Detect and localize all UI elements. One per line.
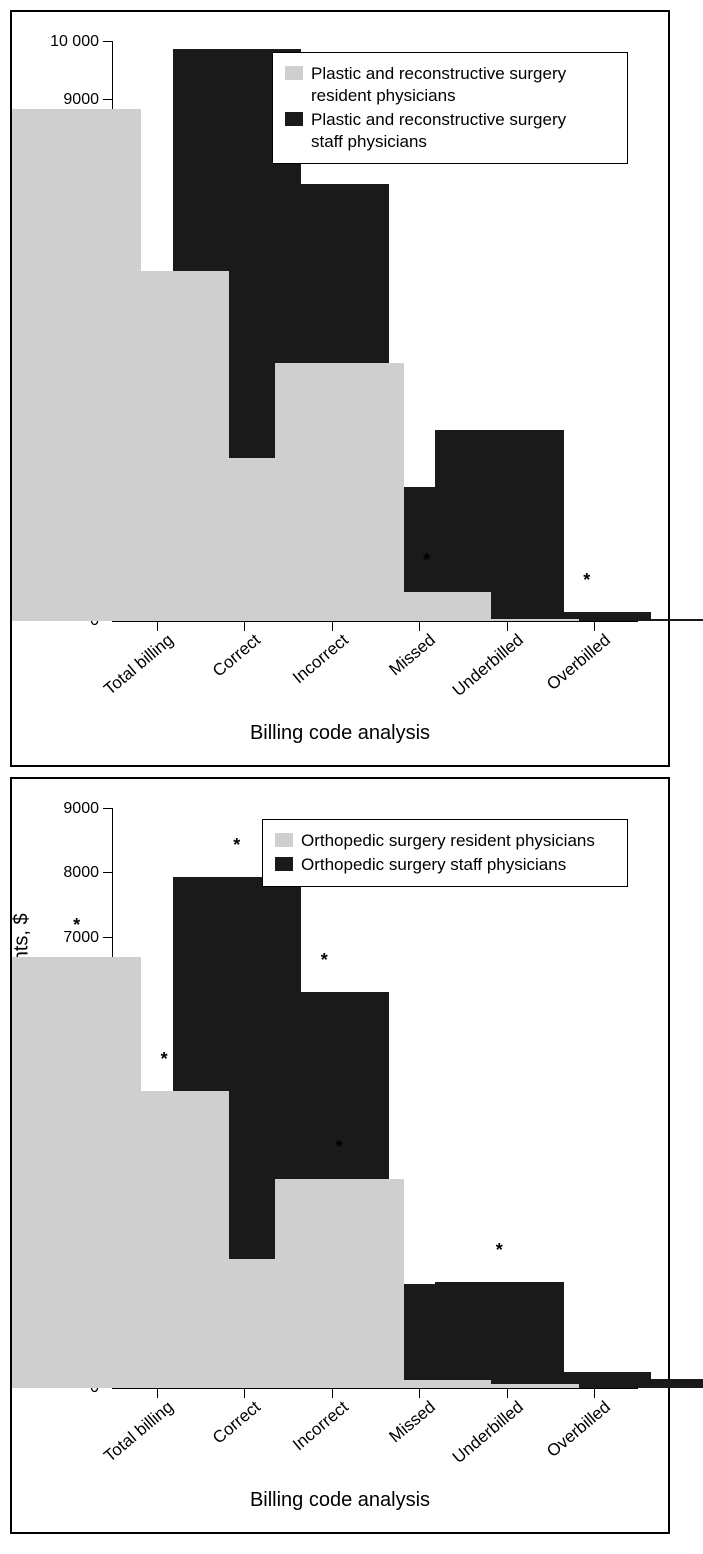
y-tick-label: 7000 bbox=[63, 929, 113, 947]
legend-label: Plastic and reconstructive surgeryreside… bbox=[311, 63, 566, 107]
significance-star: * bbox=[336, 1137, 343, 1158]
legend-item: Plastic and reconstructive surgerystaff … bbox=[285, 109, 615, 153]
y-tick-label: 9000 bbox=[63, 91, 113, 109]
bar bbox=[275, 1179, 404, 1388]
legend: Plastic and reconstructive surgeryreside… bbox=[272, 52, 628, 164]
significance-star: * bbox=[496, 1240, 503, 1261]
significance-star: * bbox=[161, 1049, 168, 1070]
legend-item: Orthopedic surgery resident physicians bbox=[275, 830, 615, 852]
significance-star: * bbox=[233, 835, 240, 856]
x-tick-label: Total billing bbox=[92, 1388, 177, 1467]
bar bbox=[275, 363, 404, 621]
significance-star: * bbox=[321, 950, 328, 971]
x-tick-label: Underbilled bbox=[441, 621, 527, 701]
legend-swatch bbox=[285, 112, 303, 126]
x-tick-label: Overbilled bbox=[536, 621, 615, 695]
x-tick-label: Incorrect bbox=[281, 1388, 352, 1455]
significance-star: * bbox=[423, 550, 430, 571]
y-tick-label: 10 000 bbox=[50, 33, 113, 51]
legend-label: Orthopedic surgery staff physicians bbox=[301, 854, 566, 876]
bar bbox=[610, 1379, 703, 1388]
x-tick-label: Correct bbox=[202, 621, 265, 681]
legend-label: Plastic and reconstructive surgerystaff … bbox=[311, 109, 566, 153]
chart-wrap: Calculated value of billing assessments,… bbox=[32, 42, 648, 622]
significance-star: * bbox=[73, 915, 80, 936]
x-axis-label: Billing code analysis bbox=[32, 1489, 648, 1512]
legend-swatch bbox=[275, 857, 293, 871]
legend-item: Orthopedic surgery staff physicians bbox=[275, 854, 615, 876]
x-tick-label: Incorrect bbox=[281, 621, 352, 688]
x-tick-label: Missed bbox=[378, 1388, 440, 1447]
legend-item: Plastic and reconstructive surgeryreside… bbox=[285, 63, 615, 107]
x-tick-label: Missed bbox=[378, 621, 440, 680]
legend: Orthopedic surgery resident physiciansOr… bbox=[262, 819, 628, 887]
bar bbox=[362, 592, 491, 621]
y-tick-label: 8000 bbox=[63, 864, 113, 882]
y-tick-label: 9000 bbox=[63, 800, 113, 818]
bar bbox=[450, 619, 579, 621]
legend-swatch bbox=[285, 66, 303, 80]
legend-swatch bbox=[275, 833, 293, 847]
significance-star: * bbox=[583, 570, 590, 591]
bar bbox=[610, 619, 703, 621]
x-tick-label: Correct bbox=[202, 1388, 265, 1448]
plot-area: 010002000300040005000600070008000900010 … bbox=[112, 42, 638, 622]
x-tick-label: Underbilled bbox=[441, 1388, 527, 1468]
chart-wrap: Calculated value of billing assessments,… bbox=[32, 809, 648, 1389]
chart-panel: Calculated value of billing assessments,… bbox=[10, 777, 670, 1534]
plot-area: 0100020003000400050006000700080009000Tot… bbox=[112, 809, 638, 1389]
x-tick-label: Overbilled bbox=[536, 1388, 615, 1462]
legend-label: Orthopedic surgery resident physicians bbox=[301, 830, 595, 852]
x-axis-label: Billing code analysis bbox=[32, 722, 648, 745]
x-tick-label: Total billing bbox=[92, 621, 177, 700]
bar bbox=[450, 1384, 579, 1388]
chart-panel: Calculated value of billing assessments,… bbox=[10, 10, 670, 767]
